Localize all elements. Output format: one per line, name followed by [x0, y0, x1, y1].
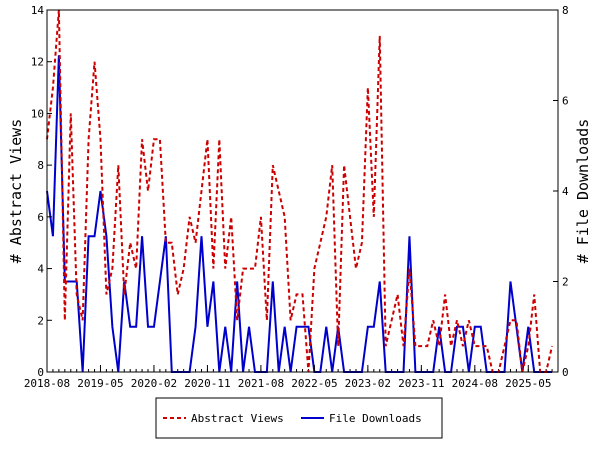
x-tick-label: 2023-11	[398, 377, 444, 390]
y2-tick-label: 8	[562, 4, 569, 17]
y2-tick-label: 2	[562, 276, 569, 289]
legend-box	[155, 397, 443, 439]
x-tick-label: 2019-05	[77, 377, 123, 390]
x-tick-label: 2021-08	[238, 377, 284, 390]
y2-tick-label: 6	[562, 95, 569, 108]
y-tick-label: 8	[37, 159, 44, 172]
x-tick-label: 2020-11	[184, 377, 230, 390]
legend-label-file-downloads: File Downloads	[329, 412, 422, 425]
y2-axis-title: # File Downloads	[574, 119, 592, 264]
x-tick-label: 2025-05	[505, 377, 551, 390]
y-tick-label: 6	[37, 211, 44, 224]
x-tick-label: 2022-05	[291, 377, 337, 390]
legend: Abstract Views File Downloads	[155, 397, 443, 439]
plot-area: 0 2 4 6 8 10 12 14 0 2 4 6 8 2018-08 2019-05 2020-02 202…	[24, 4, 569, 390]
legend-label-abstract-views: Abstract Views	[191, 412, 284, 425]
x-tick-label: 2024-08	[452, 377, 498, 390]
y-tick-label: 2	[37, 314, 44, 327]
series-line-abstract-views	[46, 9, 554, 373]
y-tick-label: 14	[31, 4, 45, 17]
y2-tick-label: 0	[562, 366, 569, 379]
y-tick-label: 10	[31, 107, 44, 120]
y2-tick-label: 4	[562, 185, 569, 198]
y-tick-label: 4	[37, 263, 44, 276]
y-tick-label: 12	[31, 56, 44, 69]
x-tick-label: 2018-08	[24, 377, 70, 390]
y-tick-label: 0	[37, 366, 44, 379]
x-tick-label: 2020-02	[131, 377, 177, 390]
y-axis-title: # Abstract Views	[7, 119, 25, 264]
x-tick-label: 2023-02	[345, 377, 391, 390]
series-line-file-downloads	[46, 55, 553, 373]
